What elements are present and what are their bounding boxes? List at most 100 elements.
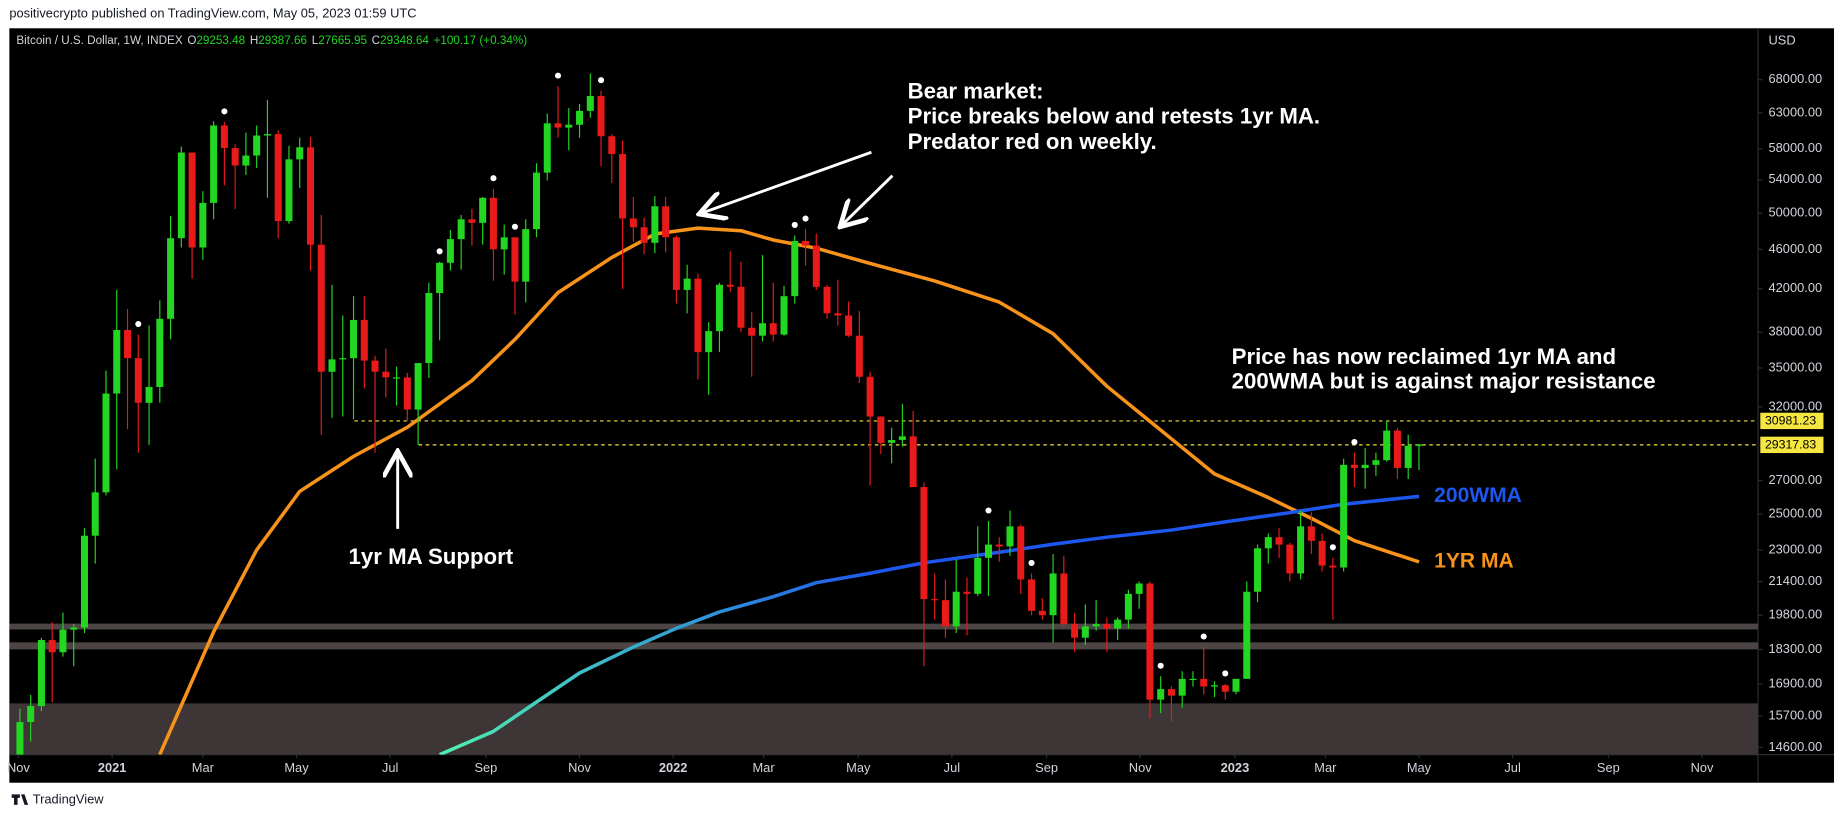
tv-logo [11,794,29,805]
candle-body [1297,526,1305,574]
candle-body [920,487,928,600]
candle-body [285,159,293,222]
x-tick-label: Jul [382,760,398,775]
candle-body [1210,685,1218,687]
candle-body [306,147,314,245]
candle-body [1038,610,1046,616]
signal-dot [985,507,992,514]
x-tick-label: Sep [1035,760,1058,775]
candle-body [1146,583,1154,700]
candle-body [1383,430,1391,461]
candle-body [1081,626,1089,638]
x-tick-label: Sep [474,760,497,775]
x-tick-label: Jul [1504,760,1520,775]
y-tick-label: 18300.00 [1769,641,1823,656]
y-tick-label: 54000.00 [1769,171,1823,186]
candle-body [16,722,24,755]
ma-label: 200WMA [1434,484,1522,507]
candle-body [565,124,573,128]
signal-dot [1028,559,1035,566]
candle-body [597,95,605,137]
candle-body [1232,678,1240,692]
candle-body [758,323,766,336]
y-tick-label: 15700.00 [1769,707,1823,722]
candle-body [188,152,196,248]
currency: USD [1769,33,1796,48]
candle-body [1157,689,1165,700]
y-tick-label: 46000.00 [1769,241,1823,256]
candle-body [80,535,88,628]
x-tick-label: Mar [192,760,215,775]
candle-body [393,377,401,379]
candle-body [812,245,820,287]
candle-body [274,134,282,222]
annotation: Predator red on weekly. [908,129,1157,154]
candle-body [1071,624,1079,638]
candle-body [59,629,67,653]
candle-body [1318,540,1326,566]
x-tick-label: Sep [1597,760,1620,775]
candle-body [1243,591,1251,679]
candle-body [909,436,917,488]
candle-body [124,330,132,359]
candle-body [296,147,304,160]
candle-body [823,286,831,314]
candle-body [1006,526,1014,547]
candle-body [683,278,691,290]
candle-body [156,318,164,387]
candle-body [1286,544,1294,574]
y-tick-label: 23000.00 [1769,542,1823,557]
candle-body [866,376,874,417]
candle-body [317,244,325,372]
candle-body [511,237,519,282]
candle-body [479,197,487,223]
candle-body [715,284,723,332]
legend: Bitcoin / U.S. Dollar, 1W, INDEX O29253.4… [16,34,527,47]
candle-body [1329,565,1337,568]
signal-dot [554,72,562,79]
signal-dot [1157,662,1164,669]
level-tag [1760,436,1824,454]
candle-body [651,206,659,243]
candle-body [113,330,121,394]
candle-body [1372,460,1380,465]
y-tick-label: 50000.00 [1769,205,1823,220]
candle-body [941,600,949,627]
candle-body [705,331,713,353]
candle-body [91,492,99,536]
candle-body [963,591,971,594]
y-tick-label: 27000.00 [1769,472,1823,487]
candle-body [199,202,207,248]
candle-body [1092,624,1100,627]
level-label: 29317.83 [1765,438,1816,452]
candle-body [48,640,56,653]
candle-body [834,313,842,316]
x-tick-label: Jul [944,760,960,775]
candle-body [1415,444,1423,446]
signal-dot [791,221,798,228]
candle-body [500,237,508,250]
x-tick-label: 2021 [98,760,127,775]
candle-body [995,544,1003,547]
legend-key: O [187,34,196,47]
candle-body [177,152,185,239]
legend-value: 29387.66 [258,34,307,47]
annotation: 200WMA but is against major resistance [1232,369,1656,394]
candle-body [1350,464,1358,468]
signal-dot [1222,670,1229,677]
candle-body [1221,685,1229,692]
candle-body [931,599,939,601]
candle-body [1189,678,1197,681]
candle-body [1028,579,1036,611]
candle-body [70,627,78,630]
signal-dot [490,175,497,182]
candle-body [102,393,110,493]
candle-body [802,240,810,246]
candle-body [1103,624,1111,629]
y-tick-label: 68000.00 [1769,71,1823,86]
x-tick-label: Nov [568,760,591,775]
candle-body [339,358,347,360]
candle-body [1254,548,1262,592]
signal-dot [511,223,518,230]
